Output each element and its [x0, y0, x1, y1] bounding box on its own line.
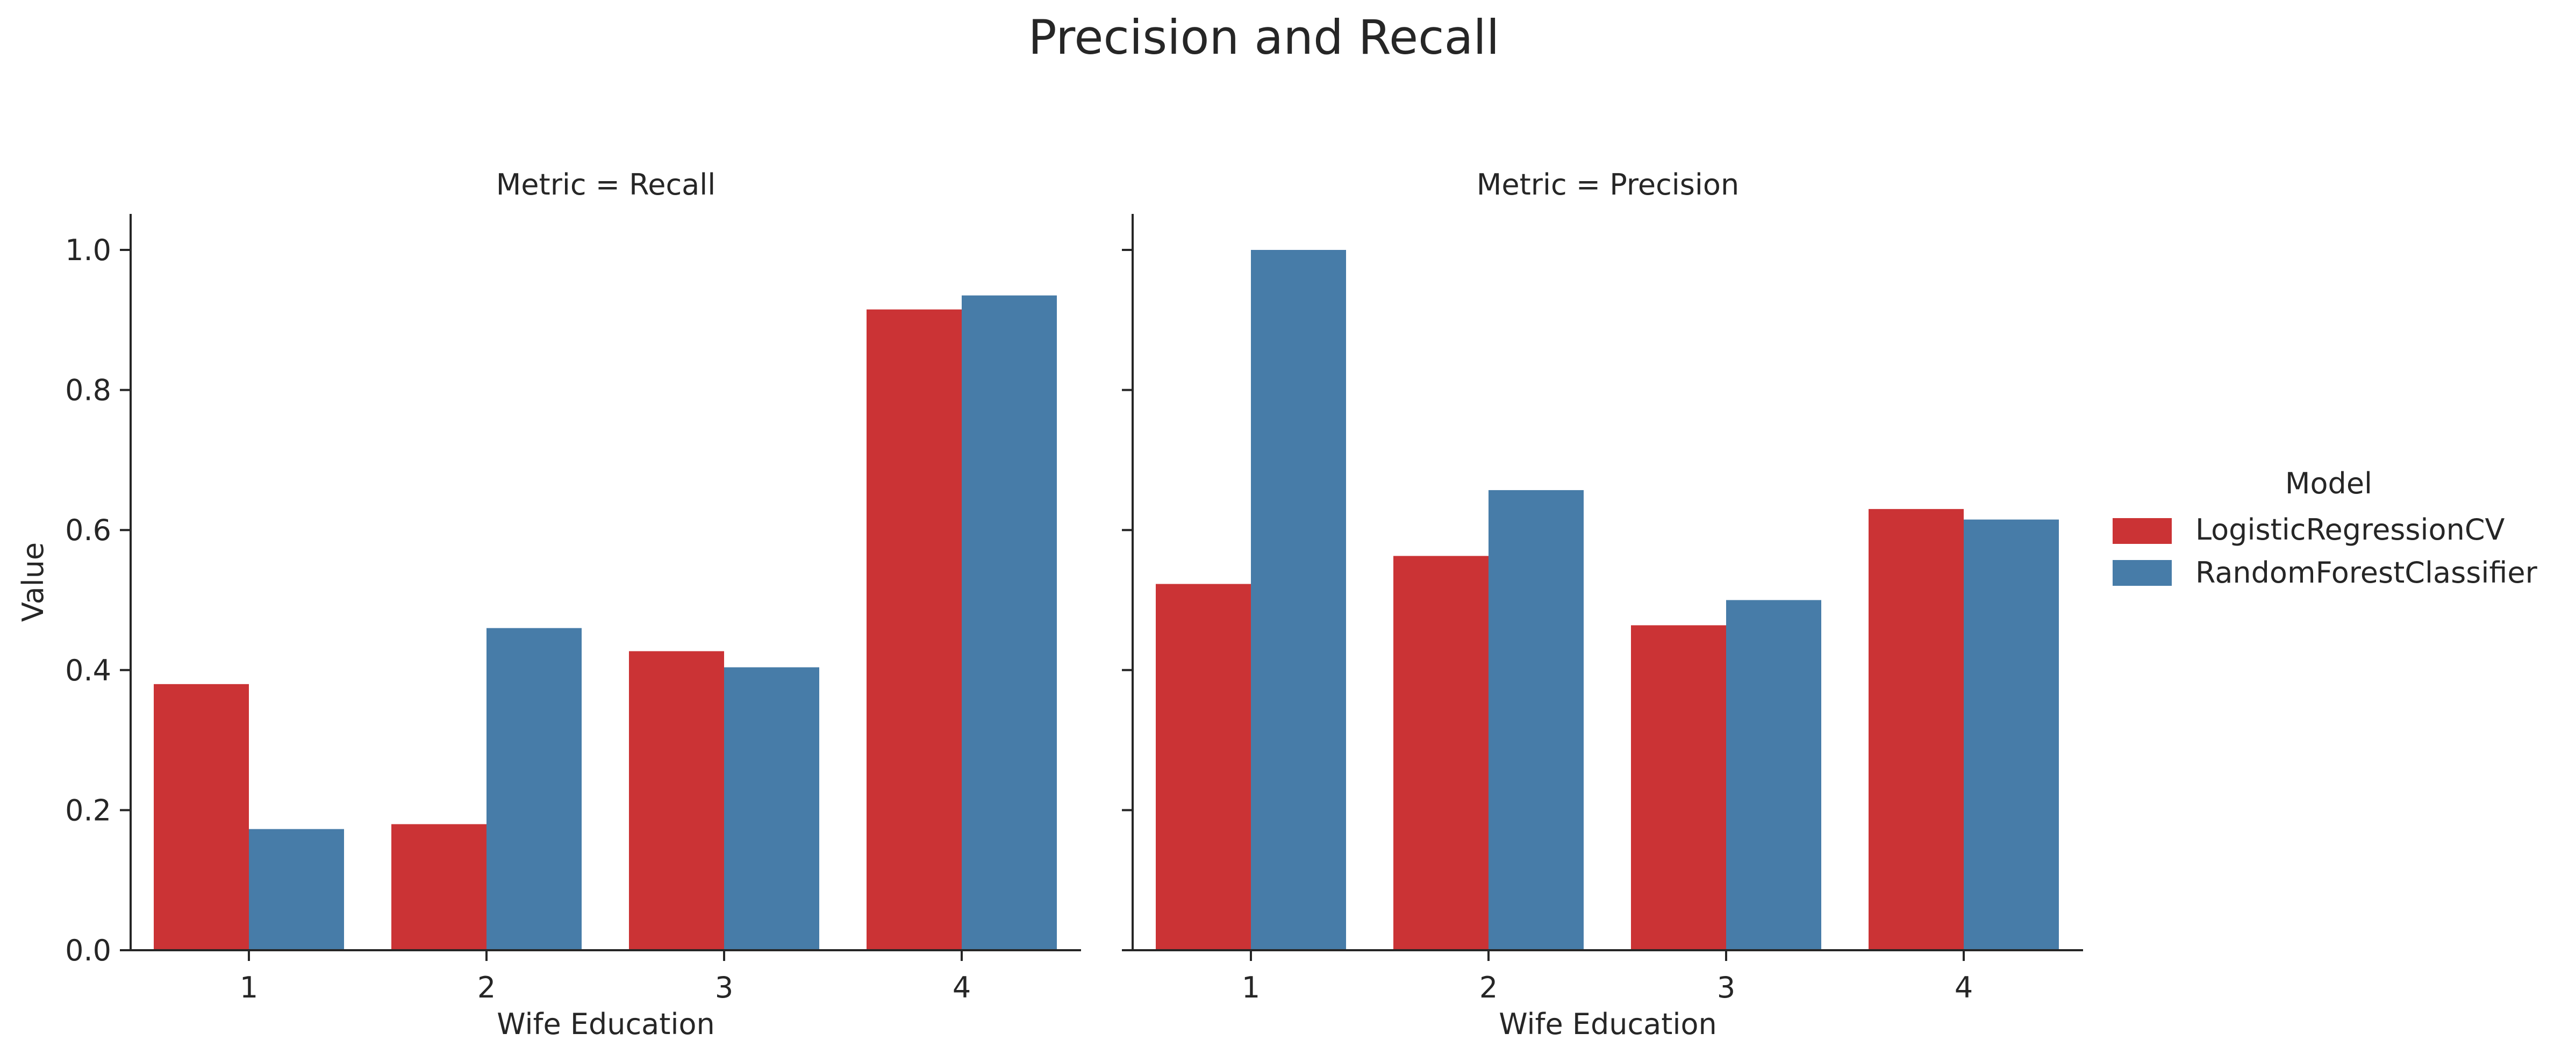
bar-randomforestclassifier-1: [249, 829, 344, 950]
bar-randomforestclassifier-3: [724, 667, 819, 950]
panel-title: Metric = Precision: [1477, 168, 1739, 202]
y-tick-label: 0.4: [65, 654, 111, 687]
y-tick-label: 0.8: [65, 374, 111, 407]
y-axis-ticks: 0.0 0.2 0.4 0.6 0.8 1.0: [65, 233, 131, 967]
x-tick-label: 1: [1242, 971, 1260, 1004]
x-tick-label: 3: [1717, 971, 1735, 1004]
bar-logisticregressioncv-4: [1869, 509, 1964, 950]
bar-randomforestclassifier-4: [1964, 519, 2059, 950]
bar-randomforestclassifier-1: [1251, 250, 1346, 950]
bar-randomforestclassifier-2: [486, 628, 582, 950]
bars-group: [154, 295, 1057, 950]
bars-group: [1156, 250, 2059, 950]
bar-logisticregressioncv-2: [391, 824, 486, 950]
bar-logisticregressioncv-1: [154, 684, 249, 950]
x-tick-label: 1: [240, 971, 258, 1004]
y-axis-ticks: [1122, 249, 1133, 951]
chart-title: Precision and Recall: [1028, 10, 1500, 65]
legend: Model LogisticRegressionCV RandomForestC…: [2113, 467, 2538, 590]
x-tick-label: 4: [953, 971, 971, 1004]
x-axis-label: Wife Education: [497, 1007, 714, 1041]
legend-title: Model: [2285, 467, 2372, 500]
x-tick-label: 3: [715, 971, 733, 1004]
bar-randomforestclassifier-4: [962, 295, 1057, 950]
legend-swatch-logisticregressioncv: [2113, 518, 2172, 544]
x-tick-label: 2: [477, 971, 496, 1004]
legend-label-logisticregressioncv: LogisticRegressionCV: [2195, 513, 2505, 547]
bar-randomforestclassifier-3: [1726, 600, 1821, 950]
panel-title: Metric = Recall: [496, 168, 716, 202]
bar-logisticregressioncv-2: [1393, 556, 1489, 950]
x-axis-label: Wife Education: [1499, 1007, 1716, 1041]
x-axis-ticks: 1 2 3 4: [240, 950, 971, 1004]
x-axis-ticks: 1 2 3 4: [1242, 950, 1973, 1004]
panel-precision: Metric = Precision 1 2 3 4 Wife Education: [1122, 168, 2083, 1041]
bar-logisticregressioncv-4: [867, 309, 962, 950]
bar-randomforestclassifier-2: [1489, 490, 1584, 950]
x-tick-label: 4: [1955, 971, 1973, 1004]
y-tick-label: 1.0: [65, 233, 111, 267]
legend-label-randomforestclassifier: RandomForestClassifier: [2195, 556, 2538, 590]
bar-logisticregressioncv-3: [1631, 625, 1726, 950]
y-tick-label: 0.6: [65, 513, 111, 547]
y-axis-label: Value: [16, 542, 50, 622]
bar-logisticregressioncv-3: [629, 651, 724, 950]
y-tick-label: 0.2: [65, 793, 111, 827]
x-tick-label: 2: [1479, 971, 1498, 1004]
legend-swatch-randomforestclassifier: [2113, 560, 2172, 586]
y-tick-label: 0.0: [65, 934, 111, 967]
bar-logisticregressioncv-1: [1156, 584, 1251, 950]
